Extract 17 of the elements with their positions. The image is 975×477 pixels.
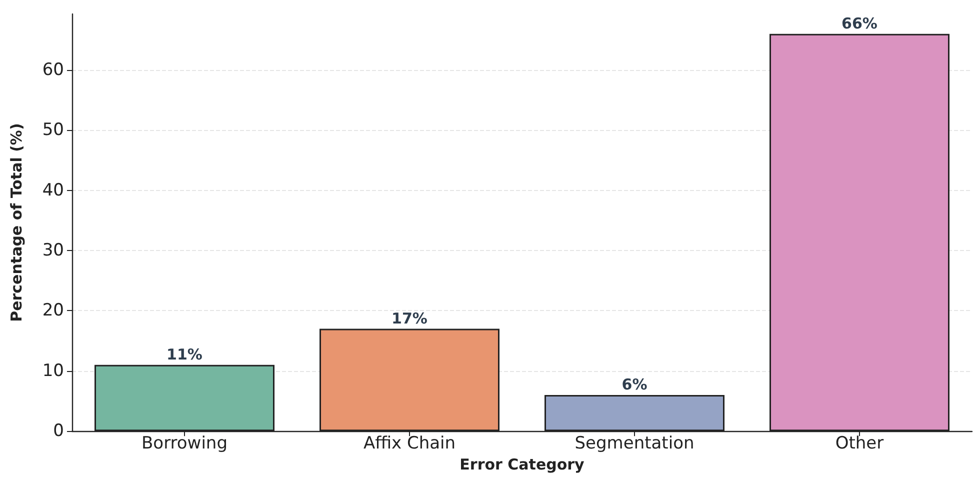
y-tick-label: 60 <box>42 60 64 80</box>
y-tick-label: 10 <box>42 360 64 381</box>
y-axis-title: Percentage of Total (%) <box>8 123 26 322</box>
x-tick-label: Other <box>835 434 884 454</box>
y-tick-label: 20 <box>42 300 64 321</box>
data-label: 6% <box>622 375 648 394</box>
y-tick-label: 30 <box>42 240 64 261</box>
x-axis-title: Error Category <box>460 456 585 474</box>
y-tick-label: 40 <box>42 180 64 200</box>
x-tick-label: Borrowing <box>142 434 228 454</box>
data-label: 11% <box>166 345 202 364</box>
data-label: 17% <box>392 309 428 328</box>
y-tick-label: 0 <box>53 421 64 442</box>
x-tick-label: Affix Chain <box>363 434 456 454</box>
y-tick-label: 50 <box>42 120 64 140</box>
x-tick-label: Segmentation <box>574 434 694 454</box>
data-label: 66% <box>842 14 878 32</box>
